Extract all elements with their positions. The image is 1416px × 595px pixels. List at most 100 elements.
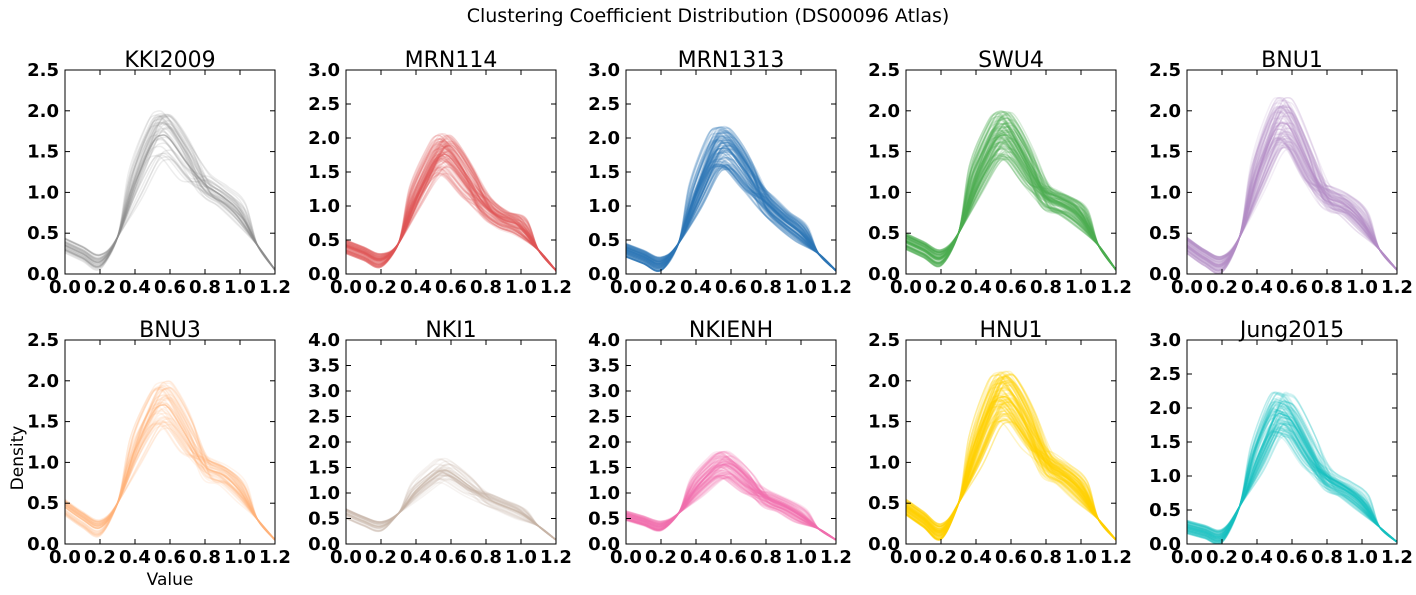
density-curve	[906, 381, 1116, 541]
density-curve	[65, 152, 275, 271]
y-tick-label: 2.0	[588, 128, 620, 149]
density-curve	[65, 158, 275, 271]
y-tick-label: 1.0	[1149, 182, 1181, 203]
density-curve	[626, 147, 836, 272]
density-curve	[65, 123, 275, 271]
density-curve	[1187, 410, 1397, 543]
density-curve	[346, 481, 556, 541]
density-curve	[1187, 391, 1397, 543]
density-curve	[906, 389, 1116, 541]
density-curve	[906, 114, 1116, 271]
density-curve	[65, 121, 275, 271]
density-curve-typical	[346, 469, 556, 541]
density-curve	[1187, 409, 1397, 543]
density-curve	[626, 469, 836, 541]
density-curve	[346, 166, 556, 272]
density-curve	[906, 110, 1116, 271]
density-curve	[346, 474, 556, 541]
density-curve	[906, 122, 1116, 271]
density-curve	[65, 118, 275, 271]
density-curve	[65, 155, 275, 271]
density-curve	[626, 462, 836, 541]
axes-frame	[64, 339, 276, 545]
x-tick-label: 0.0	[890, 277, 922, 298]
density-curve	[906, 373, 1116, 541]
density-curve	[65, 121, 275, 271]
density-curve	[65, 386, 275, 541]
density-curve	[626, 141, 836, 272]
density-curve-typical	[65, 134, 275, 271]
density-curve	[1187, 426, 1397, 543]
density-curve	[906, 155, 1116, 271]
density-curve	[626, 129, 836, 272]
density-curve	[65, 421, 275, 541]
y-tick-label: 0.0	[308, 534, 340, 555]
density-curve	[906, 410, 1116, 541]
density-curve	[346, 144, 556, 272]
density-curve	[346, 173, 556, 272]
y-tick-label: 2.0	[27, 371, 59, 392]
density-curve	[626, 164, 836, 272]
density-curve	[346, 148, 556, 272]
density-curve	[1187, 123, 1397, 271]
density-curve	[346, 134, 556, 272]
density-curve	[346, 472, 556, 541]
y-tick-label: 1.0	[1149, 466, 1181, 487]
density-curve	[1187, 426, 1397, 543]
y-tick-label: 0.0	[588, 264, 620, 285]
y-tick-label: 1.5	[588, 458, 620, 479]
density-curve	[906, 395, 1116, 541]
density-curve	[626, 450, 836, 541]
density-curve	[346, 138, 556, 272]
density-curve	[626, 163, 836, 272]
density-curve	[906, 157, 1116, 271]
density-curve	[1187, 115, 1397, 273]
density-curve	[1187, 111, 1397, 271]
density-curve	[906, 370, 1116, 542]
x-tick-label: 0.8	[1030, 547, 1062, 568]
density-curve	[626, 141, 836, 272]
density-curve	[1187, 124, 1397, 271]
x-tick-label: 0.4	[680, 547, 712, 568]
density-curve	[906, 382, 1116, 541]
density-curve	[906, 112, 1116, 271]
density-curve	[1187, 104, 1397, 271]
density-curve	[906, 415, 1116, 541]
density-curve	[906, 399, 1116, 541]
density-curve	[65, 131, 275, 271]
density-curve	[906, 407, 1116, 541]
density-curve	[906, 125, 1116, 271]
density-curve	[1187, 105, 1397, 271]
y-tick-label: 0.5	[27, 223, 59, 244]
density-curve	[626, 148, 836, 272]
density-curve	[1187, 430, 1397, 543]
density-curve	[1187, 414, 1397, 543]
density-curve	[906, 128, 1116, 271]
density-curve	[1187, 111, 1397, 271]
density-curve	[346, 149, 556, 272]
density-curve	[346, 144, 556, 272]
density-curve	[906, 387, 1116, 541]
density-curve	[65, 401, 275, 541]
density-curve	[906, 405, 1116, 541]
x-tick-label: 0.2	[645, 277, 677, 298]
density-curve-typical	[1187, 122, 1397, 271]
density-curve	[906, 419, 1116, 541]
density-curve	[906, 412, 1116, 541]
density-curve	[906, 417, 1116, 541]
density-curve	[346, 140, 556, 272]
density-curve	[65, 115, 275, 271]
density-curve	[1187, 131, 1397, 271]
density-curve	[346, 474, 556, 541]
x-tick-label: 0.4	[119, 277, 151, 298]
density-curve	[1187, 117, 1397, 271]
density-curve	[626, 151, 836, 272]
x-tick-label: 1.0	[785, 547, 817, 568]
density-curve	[1187, 122, 1397, 271]
density-curve	[906, 134, 1116, 271]
density-curve	[906, 123, 1116, 271]
density-curve	[346, 457, 556, 541]
x-tick-label: 1.2	[1381, 547, 1413, 568]
density-curve	[626, 165, 836, 272]
